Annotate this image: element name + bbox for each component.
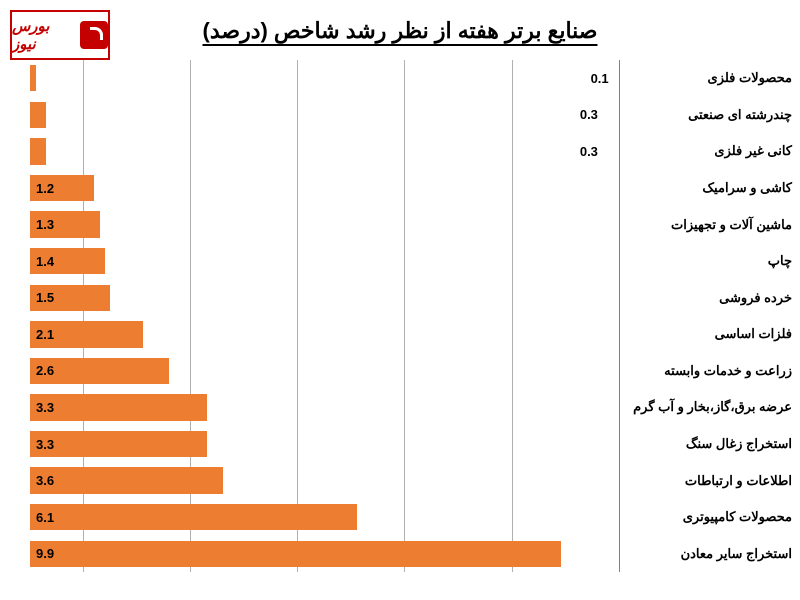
category-label: کانی غیر فلزی bbox=[622, 133, 794, 170]
category-label: چاپ bbox=[622, 243, 794, 280]
bar-row: 2.6 bbox=[30, 353, 620, 390]
bar-value: 1.4 bbox=[36, 254, 54, 269]
bar-row: 3.3 bbox=[30, 426, 620, 463]
bar-row: 1.5 bbox=[30, 279, 620, 316]
bar: 1.3 bbox=[30, 211, 100, 237]
bar-value: 2.6 bbox=[36, 363, 54, 378]
category-label: عرضه برق،گاز،بخار و آب گرم bbox=[622, 389, 794, 426]
category-label: استخراج زغال سنگ bbox=[622, 426, 794, 463]
bar-row: 1.2 bbox=[30, 170, 620, 207]
logo-icon bbox=[80, 21, 108, 49]
bar: 2.6 bbox=[30, 358, 169, 384]
category-label: ماشین آلات و تجهیزات bbox=[622, 206, 794, 243]
bar-value: 3.3 bbox=[36, 400, 54, 415]
bar-value: 2.1 bbox=[36, 327, 54, 342]
bar-row: 3.6 bbox=[30, 462, 620, 499]
bar: 1.5 bbox=[30, 285, 110, 311]
category-labels: محصولات فلزیچندرشته ای صنعتیکانی غیر فلز… bbox=[622, 60, 794, 572]
bar-value: 3.3 bbox=[36, 437, 54, 452]
category-label: اطلاعات و ارتباطات bbox=[622, 462, 794, 499]
bar: 2.1 bbox=[30, 321, 143, 347]
bar-row: 0.3 bbox=[30, 133, 620, 170]
category-label: فلزات اساسی bbox=[622, 316, 794, 353]
bar-value: 0.3 bbox=[580, 107, 598, 122]
bar: 1.4 bbox=[30, 248, 105, 274]
bar: 1.2 bbox=[30, 175, 94, 201]
y-axis-line bbox=[619, 60, 620, 572]
bar-row: 1.3 bbox=[30, 206, 620, 243]
bar-row: 1.4 bbox=[30, 243, 620, 280]
category-label: زراعت و خدمات وابسته bbox=[622, 353, 794, 390]
bar-row: 9.9 bbox=[30, 536, 620, 573]
bar-value: 3.6 bbox=[36, 473, 54, 488]
category-label: محصولات کامپیوتری bbox=[622, 499, 794, 536]
category-label: خرده فروشی bbox=[622, 279, 794, 316]
bar-value: 9.9 bbox=[36, 546, 54, 561]
bar-value: 1.2 bbox=[36, 181, 54, 196]
category-label: استخراج سایر معادن bbox=[622, 536, 794, 573]
bar-value: 1.5 bbox=[36, 290, 54, 305]
bar bbox=[30, 102, 46, 128]
chart-plot-area: 0.1 0.3 0.3 1.2 1.3 1.4 1.5 2.1 2.6 3.3 3.3 3.6 6.1 9… bbox=[30, 60, 620, 572]
category-label: چندرشته ای صنعتی bbox=[622, 97, 794, 134]
bar-value: 0.1 bbox=[591, 71, 609, 86]
bar bbox=[30, 138, 46, 164]
bar-value: 0.3 bbox=[580, 144, 598, 159]
chart-title: صنایع برتر هفته از نظر رشد شاخص (درصد) bbox=[0, 0, 800, 44]
bar-value: 1.3 bbox=[36, 217, 54, 232]
bar: 3.3 bbox=[30, 394, 207, 420]
bar: 3.3 bbox=[30, 431, 207, 457]
bar-row: 0.3 bbox=[30, 97, 620, 134]
bars-container: 0.1 0.3 0.3 1.2 1.3 1.4 1.5 2.1 2.6 3.3 3.3 3.6 6.1 9… bbox=[30, 60, 620, 572]
bar: 9.9 bbox=[30, 541, 561, 567]
bar: 6.1 bbox=[30, 504, 357, 530]
logo: بورس نیوز bbox=[10, 10, 110, 60]
bar: 3.6 bbox=[30, 467, 223, 493]
category-label: کاشی و سرامیک bbox=[622, 170, 794, 207]
bar bbox=[30, 65, 36, 91]
bar-value: 6.1 bbox=[36, 510, 54, 525]
bar-row: 6.1 bbox=[30, 499, 620, 536]
logo-text: بورس نیوز bbox=[12, 17, 77, 53]
bar-row: 2.1 bbox=[30, 316, 620, 353]
bar-row: 0.1 bbox=[30, 60, 620, 97]
category-label: محصولات فلزی bbox=[622, 60, 794, 97]
bar-row: 3.3 bbox=[30, 389, 620, 426]
